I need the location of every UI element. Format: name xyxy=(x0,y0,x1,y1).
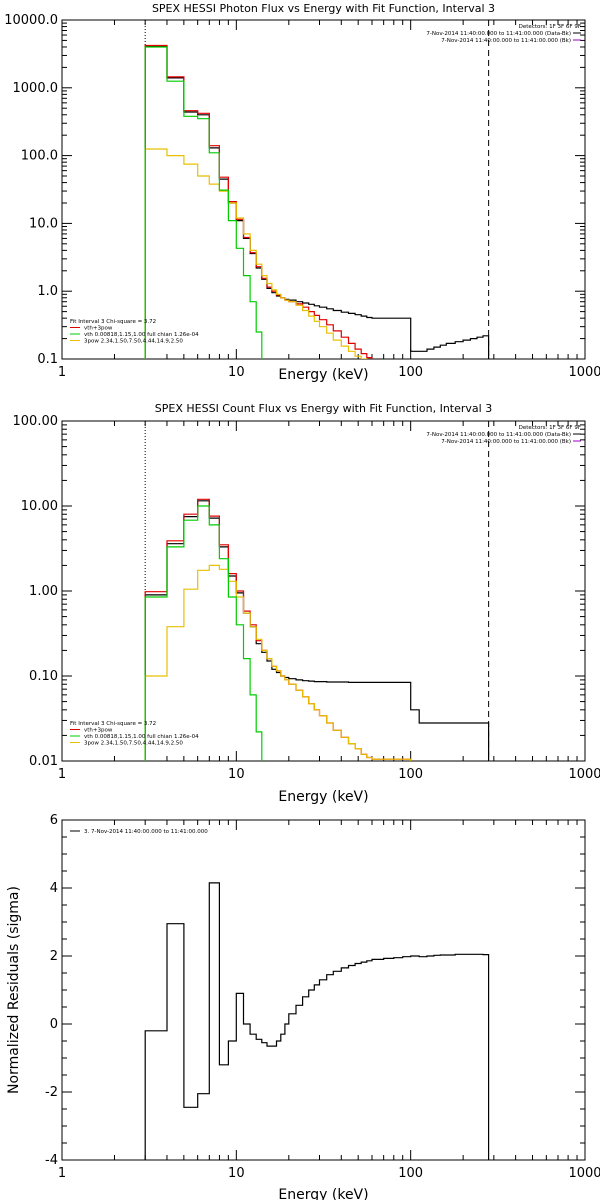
chart-panel-3: Energy (keV) Normalized Residuals (sigma)… xyxy=(6,813,600,1200)
legend-bk: 7-Nov-2014 11:40:00.000 to 11:41:00.000 … xyxy=(441,439,571,445)
y-tick-label: 0.10 xyxy=(29,669,58,684)
y-tick-label: 4 xyxy=(50,881,58,896)
legend-data-bk: 7-Nov-2014 11:40:00.000 to 11:41:00.000 … xyxy=(426,31,571,37)
y-tick-label: 1000.0 xyxy=(13,81,59,96)
y-tick-label: 10000.0 xyxy=(4,13,58,28)
x-tick-label: 10 xyxy=(228,1166,245,1181)
x-axis-label: Energy (keV) xyxy=(278,367,368,383)
chart-title: SPEX HESSI Photon Flux vs Energy with Fi… xyxy=(152,2,495,15)
y-tick-label: 100.00 xyxy=(13,414,59,429)
legend-entry-1: vth+3pow xyxy=(84,326,113,332)
chart-panel-1: SPEX HESSI Photon Flux vs Energy with Fi… xyxy=(4,2,600,383)
series-vth xyxy=(144,46,273,359)
series-data-bk xyxy=(144,500,490,761)
legend-entry: 3. 7-Nov-2014 11:40:00.000 to 11:41:00.0… xyxy=(84,829,208,835)
x-tick-label: 1000 xyxy=(568,767,600,782)
legend-detectors: Detectors: 1F 3F 6F 9F xyxy=(519,425,581,431)
x-axis-label: Energy (keV) xyxy=(278,1187,368,1200)
x-tick-label: 1000 xyxy=(568,365,600,380)
series-vth-3pow xyxy=(144,44,412,359)
x-tick-label: 100 xyxy=(398,767,423,782)
x-tick-label: 10 xyxy=(228,365,245,380)
series-3pow xyxy=(144,564,412,761)
legend-entry-2: vth 0.00818,1.15,1.00 full chian 1.26e-0… xyxy=(84,332,199,338)
x-axis-label: Energy (keV) xyxy=(278,789,368,805)
legend-entry-3: 3pow 2.34,1.50,7.50,4.44,14.9,2.50 xyxy=(84,741,183,747)
x-tick-label: 1 xyxy=(58,365,66,380)
plot-area xyxy=(144,421,490,761)
y-tick-label: 10.0 xyxy=(29,216,58,231)
x-tick-label: 1 xyxy=(58,1166,66,1181)
series-vth-3pow xyxy=(144,498,412,761)
y-tick-label: 6 xyxy=(50,813,58,828)
y-tick-label: 0.1 xyxy=(37,352,58,367)
x-tick-label: 100 xyxy=(398,1166,423,1181)
series-data-bk xyxy=(144,45,490,359)
legend-fit-interval: Fit Interval 3 Chi-square = 3.72 xyxy=(70,319,156,325)
y-tick-label: 0 xyxy=(50,1017,58,1032)
x-tick-label: 10 xyxy=(228,767,245,782)
y-axis-label: Normalized Residuals (sigma) xyxy=(6,886,22,1094)
legend-data-bk: 7-Nov-2014 11:40:00.000 to 11:41:00.000 … xyxy=(426,432,571,438)
y-tick-label: 2 xyxy=(50,949,58,964)
plot-area xyxy=(144,882,490,1160)
plot-area xyxy=(144,20,490,359)
y-tick-label: 1.0 xyxy=(37,284,58,299)
series-vth xyxy=(144,505,268,761)
series-3-7-nov-2014-11-40-00-000-to-11-41-00-000 xyxy=(144,882,490,1160)
y-tick-label: -4 xyxy=(45,1153,58,1168)
x-tick-label: 100 xyxy=(398,365,423,380)
legend-bk: 7-Nov-2014 11:40:00.000 to 11:41:00.000 … xyxy=(441,38,571,44)
legend-entry-3: 3pow 2.34,1.50,7.50,4.44,14.9,2.50 xyxy=(84,339,183,345)
plot-frame xyxy=(61,420,586,762)
legend-detectors: Detectors: 1F 3F 6F 9F xyxy=(519,24,581,30)
y-tick-label: -2 xyxy=(45,1085,58,1100)
plot-frame xyxy=(61,19,586,360)
chart-title: SPEX HESSI Count Flux vs Energy with Fit… xyxy=(155,402,492,415)
x-tick-label: 1000 xyxy=(568,1166,600,1181)
y-tick-label: 0.01 xyxy=(29,754,58,769)
x-tick-label: 1 xyxy=(58,767,66,782)
legend-entry-2: vth 0.00818,1.15,1.00 full chian 1.26e-0… xyxy=(84,734,199,740)
chart-panel-2: SPEX HESSI Count Flux vs Energy with Fit… xyxy=(13,402,600,805)
y-tick-label: 1.00 xyxy=(29,584,58,599)
plot-frame xyxy=(61,819,586,1161)
y-tick-label: 100.0 xyxy=(21,149,58,164)
y-tick-label: 10.00 xyxy=(21,499,58,514)
legend-fit-interval: Fit Interval 3 Chi-square = 3.72 xyxy=(70,721,156,727)
legend-entry-1: vth+3pow xyxy=(84,728,113,734)
